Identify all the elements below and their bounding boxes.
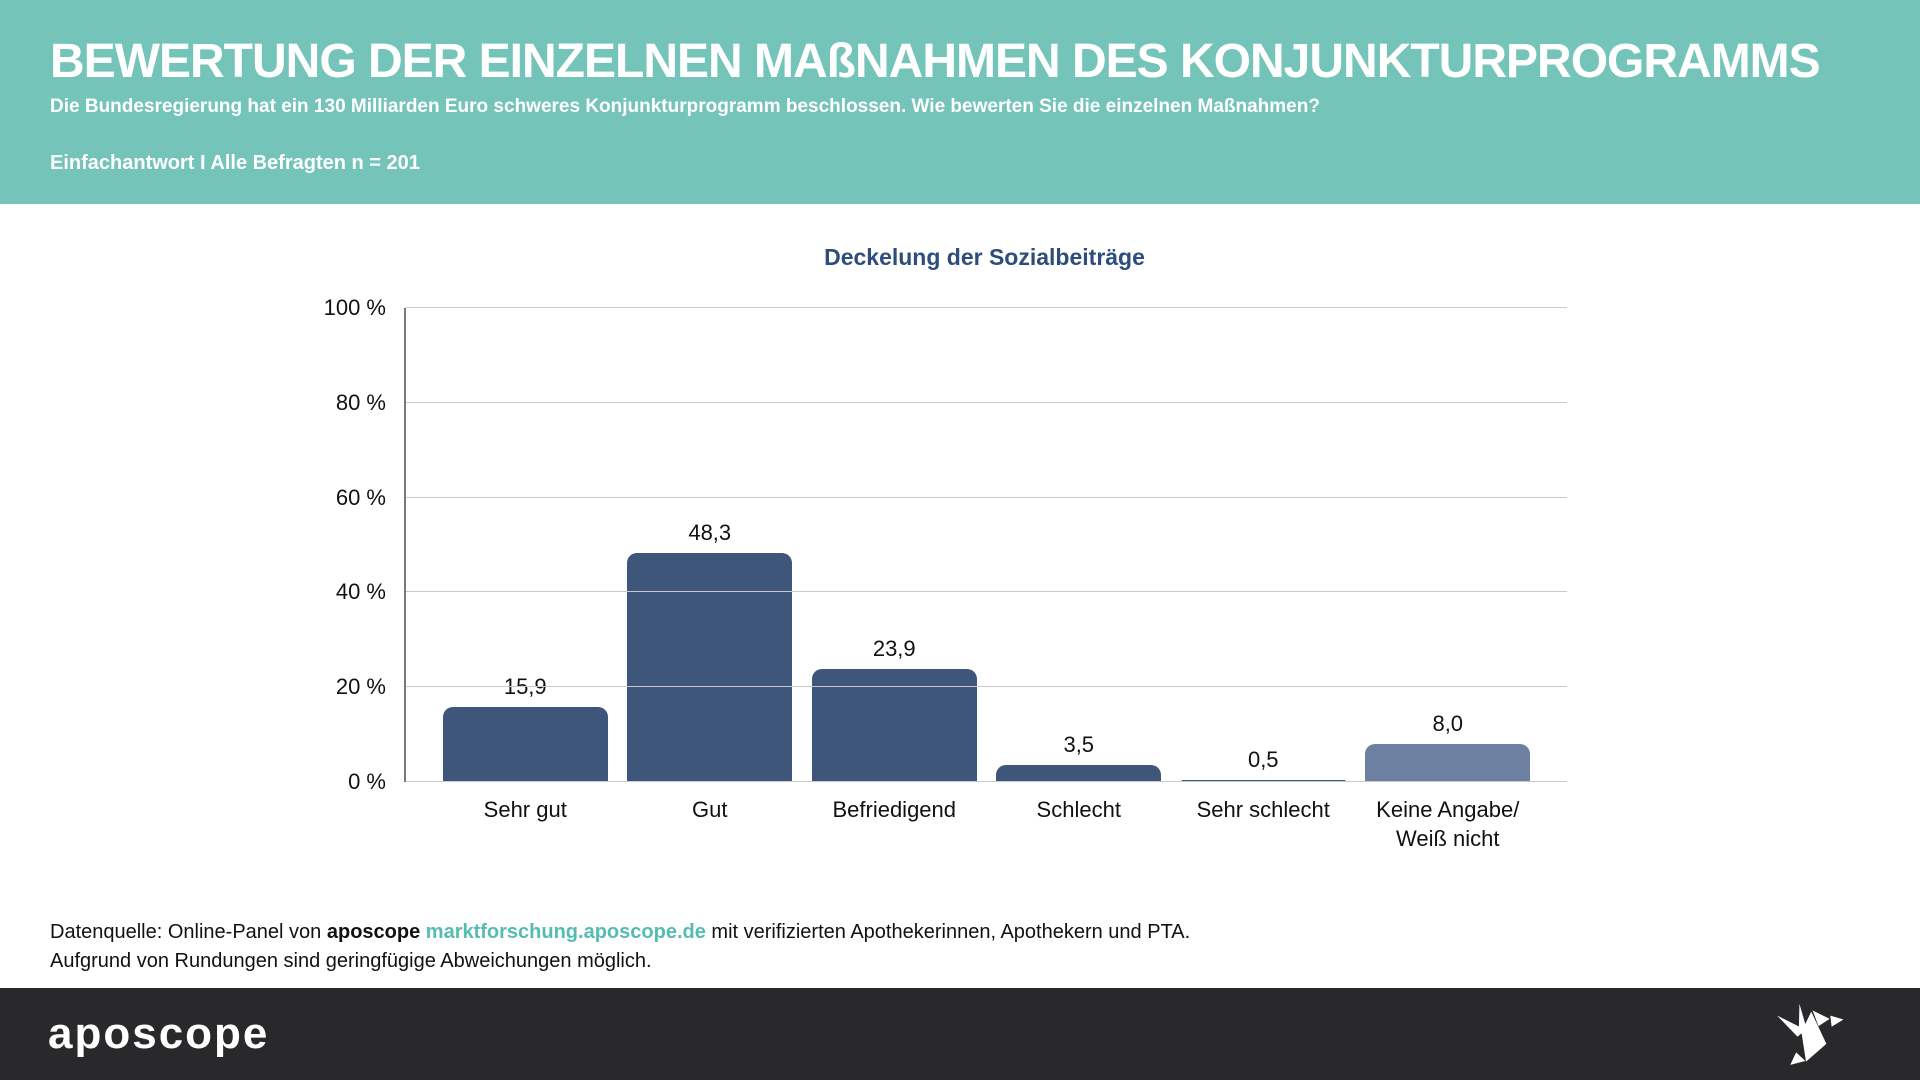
bar-value-label: 8,0 xyxy=(1432,711,1464,737)
y-axis-tick-label: 100 % xyxy=(323,295,386,320)
category-label: Befriedigend xyxy=(832,797,957,822)
category-label: Schlecht xyxy=(1036,797,1121,822)
page-subtitle: Die Bundesregierung hat ein 130 Milliard… xyxy=(50,96,1320,117)
bar-value-label: 3,5 xyxy=(1063,732,1095,758)
bar-slot: 23,9 Befriedigend xyxy=(802,308,987,822)
page-title: BEWERTUNG DER EINZELNEN MAßNAHMEN DES KO… xyxy=(50,35,1821,88)
bar-value-label: 0,5 xyxy=(1247,746,1279,772)
bar-value-label: 15,9 xyxy=(503,673,547,699)
y-axis-tick-label: 20 % xyxy=(335,674,386,700)
y-axis-tick-label: 60 % xyxy=(335,484,386,510)
bar-slot: 48,3 Gut xyxy=(618,308,803,822)
gridline xyxy=(406,686,1567,688)
y-axis-tick-label: 80 % xyxy=(335,389,386,415)
gridline xyxy=(406,307,1567,308)
source-note: Datenquelle: Online-Panel von aposcope m… xyxy=(50,918,1190,976)
bar xyxy=(811,668,977,782)
source-link[interactable]: marktforschung.aposcope.de xyxy=(425,921,706,943)
bar-value-label: 48,3 xyxy=(688,520,732,546)
aposcope-logo: aposcope xyxy=(48,1009,270,1058)
bar xyxy=(627,553,793,782)
bar xyxy=(996,765,1162,782)
bar-group: 15,9 Sehr gut 48,3 Gut 23,9 Befriedigend 3,5 Sc… xyxy=(406,308,1567,851)
origami-bird-icon xyxy=(1777,1003,1844,1065)
plot-area: 15,9 Sehr gut 48,3 Gut 23,9 Befriedigend 3,5 Sc… xyxy=(404,307,1567,851)
source-prefix: Datenquelle: Online-Panel von xyxy=(50,921,322,943)
bar-value-label: 23,9 xyxy=(872,635,916,661)
chart-title: Deckelung der Sozialbeiträge xyxy=(824,244,1145,270)
bar-slot: 3,5 Schlecht xyxy=(987,308,1172,822)
bar xyxy=(1365,744,1531,782)
source-line-1: Datenquelle: Online-Panel von aposcope m… xyxy=(50,918,1190,947)
header: BEWERTUNG DER EINZELNEN MAßNAHMEN DES KO… xyxy=(0,0,1920,204)
footer-bar: aposcope xyxy=(0,988,1920,1080)
category-label: Gut xyxy=(692,797,728,822)
y-axis-tick-label: 0 % xyxy=(348,769,386,794)
gridline xyxy=(406,591,1567,593)
source-line-2: Aufgrund von Rundungen sind geringfügige… xyxy=(50,950,652,972)
y-axis-labels: 0 % 20 % 40 % 60 % 80 % 100 % xyxy=(250,295,386,794)
bar-slot: 0,5 Sehr schlecht xyxy=(1171,308,1356,822)
sample-note: Einfachantwort I Alle Befragten n = 201 xyxy=(50,152,420,174)
source-suffix: mit verifizierten Apothekerinnen, Apothe… xyxy=(711,921,1191,943)
bar xyxy=(1180,779,1346,782)
category-label: Keine Angabe/ Weiß nicht xyxy=(1376,797,1520,851)
gridline xyxy=(406,496,1567,498)
gridline xyxy=(406,781,1567,782)
category-label: Sehr gut xyxy=(483,797,567,822)
source-brand: aposcope xyxy=(326,921,421,943)
gridline xyxy=(406,401,1567,403)
bar-slot: 15,9 Sehr gut xyxy=(433,308,618,822)
y-axis-tick-label: 40 % xyxy=(335,579,386,605)
bar xyxy=(442,706,608,782)
category-label: Sehr schlecht xyxy=(1196,797,1330,822)
bar-slot: 8,0 Keine Angabe/ Weiß nicht xyxy=(1356,308,1541,851)
